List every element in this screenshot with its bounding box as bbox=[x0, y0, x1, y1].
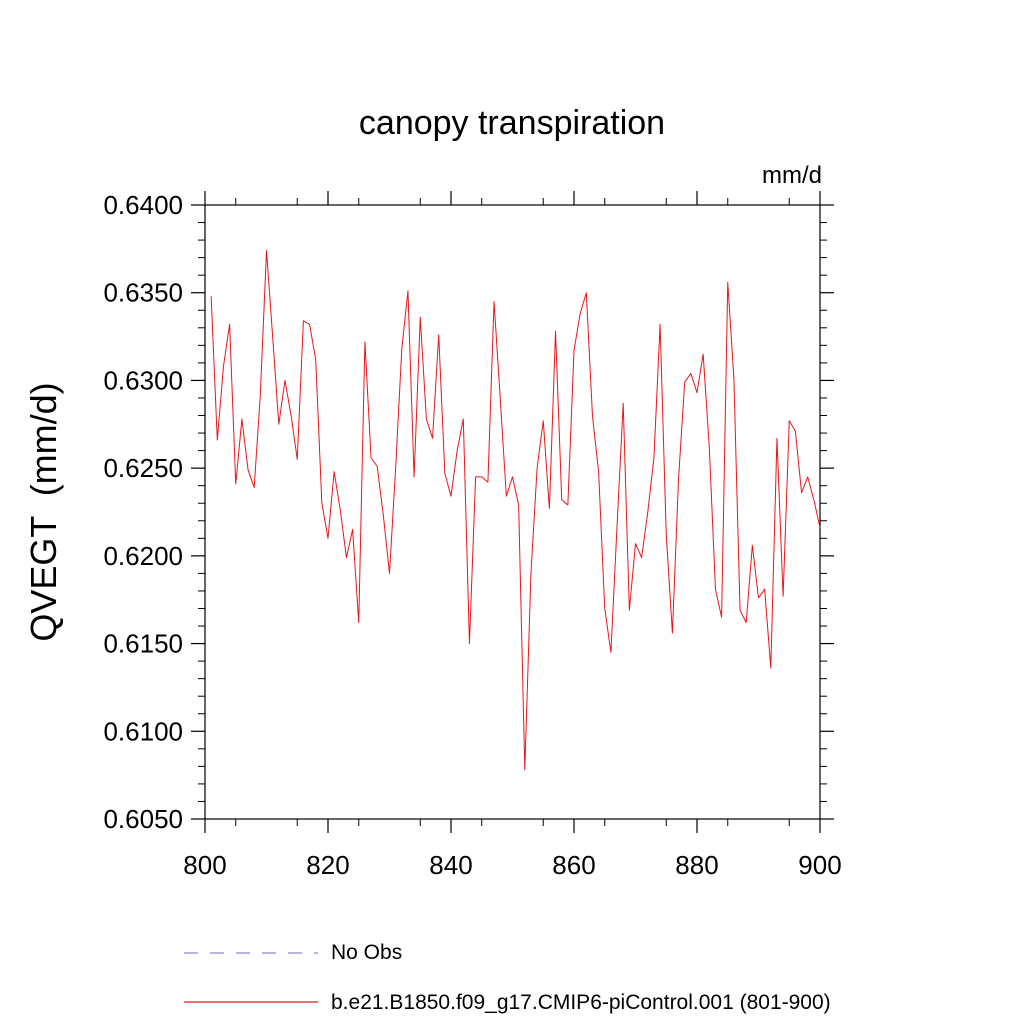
y-tick-label: 0.6100 bbox=[103, 716, 183, 746]
x-tick-label: 820 bbox=[306, 850, 349, 880]
y-tick-label: 0.6300 bbox=[103, 365, 183, 395]
y-tick-label: 0.6350 bbox=[103, 278, 183, 308]
legend-lines bbox=[184, 952, 318, 1003]
x-tick-label: 880 bbox=[675, 850, 718, 880]
y-tick-label: 0.6200 bbox=[103, 541, 183, 571]
y-tick-label: 0.6050 bbox=[103, 804, 183, 834]
plot-frame bbox=[204, 204, 821, 820]
x-tick-label: 900 bbox=[798, 850, 841, 880]
x-tick-label: 800 bbox=[183, 850, 226, 880]
series-line bbox=[210, 250, 821, 771]
series-layer bbox=[210, 250, 821, 771]
tick-labels: 800 820 840 860 880 900 0.6050 0.6100 0.6150 0.62… bbox=[103, 190, 841, 880]
y-axis-label: QVEGT (mm/d) bbox=[23, 382, 64, 642]
minor-ticks bbox=[198, 198, 827, 826]
y-tick-label: 0.6150 bbox=[103, 629, 183, 659]
x-tick-label: 840 bbox=[429, 850, 472, 880]
legend-label-model: b.e21.B1850.f09_g17.CMIP6-piControl.001 … bbox=[331, 991, 831, 1014]
units-label: mm/d bbox=[762, 162, 822, 189]
legend-label-no-obs: No Obs bbox=[331, 941, 403, 964]
major-ticks bbox=[191, 191, 834, 833]
x-tick-label: 860 bbox=[552, 850, 595, 880]
y-tick-label: 0.6250 bbox=[103, 453, 183, 483]
chart-title: canopy transpiration bbox=[358, 104, 666, 142]
y-tick-label: 0.6400 bbox=[103, 190, 183, 220]
